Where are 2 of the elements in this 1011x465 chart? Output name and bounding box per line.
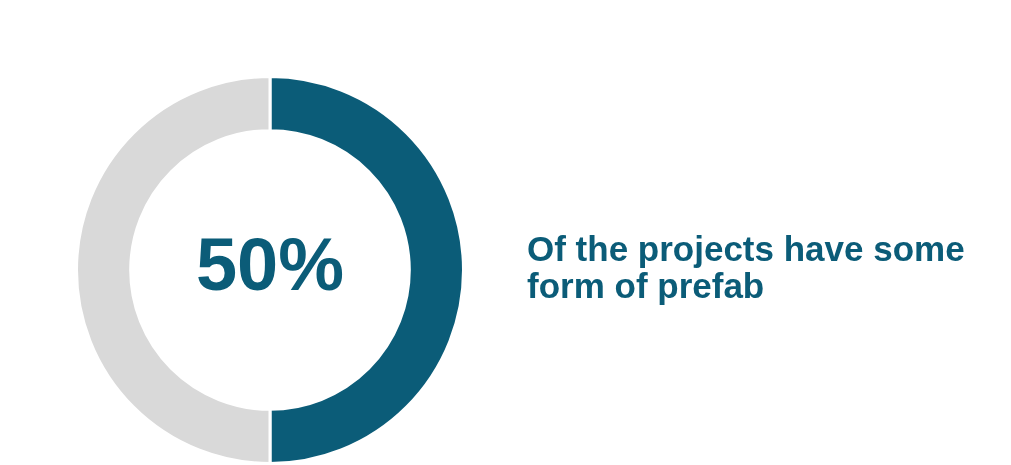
data-label: 50% bbox=[195, 223, 345, 307]
text: Of the projects have some form of prefab bbox=[527, 229, 966, 305]
